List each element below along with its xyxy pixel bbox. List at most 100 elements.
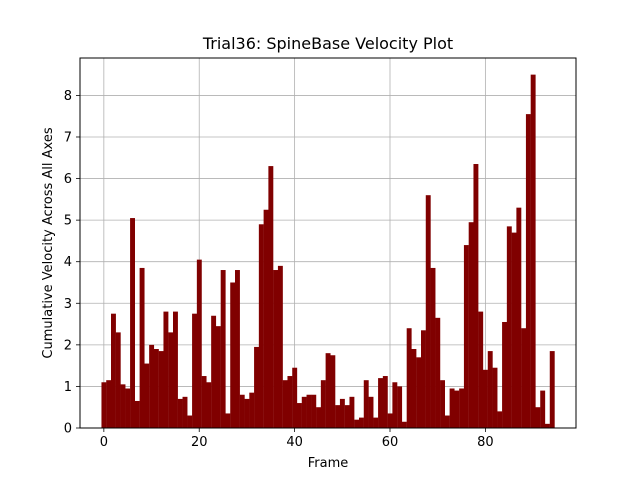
bar — [478, 311, 484, 428]
x-tick-label: 40 — [286, 435, 303, 450]
bar — [139, 267, 145, 428]
bar — [416, 357, 422, 428]
bar — [463, 245, 469, 428]
bar — [339, 398, 345, 428]
plot-frame — [79, 57, 577, 429]
bar — [535, 407, 541, 428]
bar — [335, 405, 341, 428]
bar — [220, 270, 226, 428]
bar — [115, 332, 121, 428]
bar — [225, 413, 231, 428]
bars — [101, 74, 555, 428]
bar — [263, 209, 269, 428]
bar — [483, 369, 488, 428]
bar — [454, 390, 460, 428]
bar — [211, 315, 217, 428]
bar — [316, 407, 321, 428]
bar — [282, 380, 288, 428]
bar — [287, 376, 293, 428]
bar — [134, 400, 140, 428]
bar — [373, 417, 379, 428]
bar — [487, 351, 493, 428]
bar — [244, 398, 250, 428]
bar — [106, 380, 112, 428]
bar — [502, 321, 507, 428]
bar — [125, 388, 131, 428]
bar — [359, 417, 364, 428]
bar — [297, 403, 302, 428]
bar — [330, 355, 336, 428]
bar — [440, 380, 445, 428]
y-tick-label: 6 — [64, 172, 72, 187]
x-axis-label: Frame — [308, 456, 349, 471]
bar — [540, 390, 546, 428]
bar — [258, 224, 264, 428]
bar — [421, 330, 426, 428]
bar — [468, 222, 474, 428]
bar — [230, 282, 236, 428]
bar — [239, 394, 245, 428]
y-axis-ticks: 0 1 2 3 4 5 6 7 8 — [64, 89, 80, 437]
bar — [249, 392, 255, 428]
bar — [511, 232, 517, 428]
bar — [206, 382, 212, 428]
bar — [387, 413, 393, 428]
bar — [177, 398, 183, 428]
x-tick-label: 20 — [191, 435, 208, 450]
bar — [545, 423, 550, 428]
bar — [149, 344, 155, 428]
y-tick-label: 0 — [64, 422, 72, 437]
bar — [168, 332, 174, 428]
bar — [449, 388, 455, 428]
bar — [130, 218, 135, 428]
bar — [354, 419, 360, 428]
y-axis-label: Cumulative Velocity Across All Axes — [41, 127, 56, 358]
bar — [435, 317, 441, 428]
chart-title: Trial36: SpineBase Velocity Plot — [202, 34, 453, 53]
x-tick-label: 0 — [100, 435, 108, 450]
bar — [530, 74, 536, 428]
bar — [382, 376, 388, 428]
bar — [301, 396, 307, 428]
bar — [406, 328, 412, 428]
bar — [397, 386, 403, 428]
bar — [430, 267, 436, 428]
bar — [192, 313, 197, 428]
x-tick-label: 60 — [382, 435, 399, 450]
bar — [196, 259, 202, 428]
y-tick-label: 2 — [64, 338, 72, 353]
bar — [215, 326, 221, 428]
y-tick-label: 3 — [64, 297, 72, 312]
bar — [111, 313, 116, 428]
bar — [549, 351, 555, 428]
bar — [254, 346, 259, 428]
bar — [306, 394, 312, 428]
bar — [516, 207, 522, 428]
bar — [120, 384, 126, 428]
bar — [182, 396, 188, 428]
x-axis-ticks: 0 20 40 60 80 — [100, 428, 494, 450]
x-tick-label: 80 — [477, 435, 494, 450]
y-tick-label: 4 — [64, 255, 72, 270]
bar — [378, 378, 383, 428]
y-tick-label: 5 — [64, 214, 72, 229]
bar — [173, 311, 178, 428]
bar — [311, 394, 317, 428]
bar — [368, 396, 374, 428]
bar — [349, 396, 355, 428]
bar — [492, 367, 498, 428]
bar — [473, 164, 479, 428]
bar — [325, 353, 331, 428]
bar — [187, 415, 193, 428]
bar — [459, 388, 465, 428]
bar — [277, 265, 283, 428]
bar — [273, 270, 279, 428]
bar — [344, 405, 350, 428]
bar — [411, 349, 417, 428]
bar — [153, 349, 159, 428]
grid-lines — [80, 58, 576, 429]
bar — [268, 166, 274, 428]
bar — [444, 415, 450, 428]
y-tick-label: 7 — [64, 130, 72, 145]
